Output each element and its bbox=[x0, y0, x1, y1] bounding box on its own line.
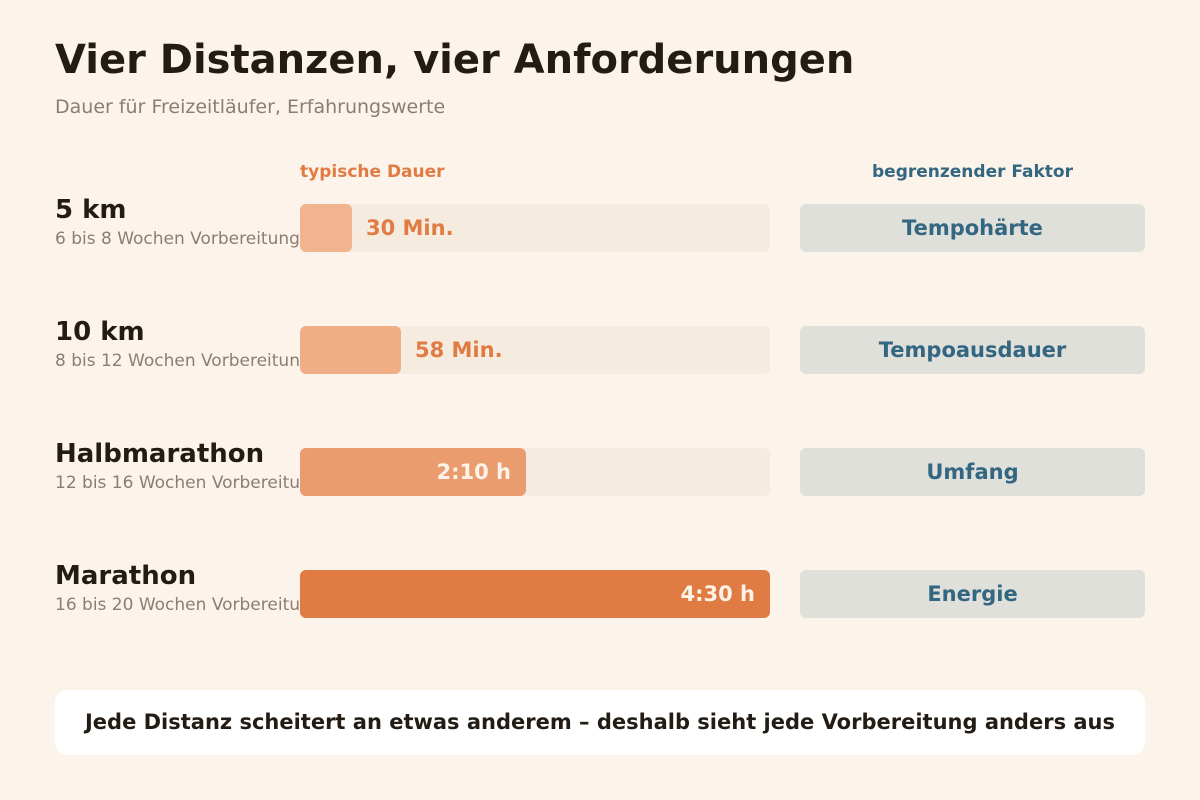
duration-track: 4:30 h bbox=[300, 570, 770, 618]
duration-track: 2:10 h bbox=[300, 448, 770, 496]
takeaway-banner: Jede Distanz scheitert an etwas anderem … bbox=[55, 690, 1145, 755]
distance-name: Halbmarathon bbox=[55, 439, 265, 469]
distance-row-10km: 10 km 8 bis 12 Wochen Vorbereitung 58 Mi… bbox=[0, 317, 1200, 396]
limiting-factor: Tempohärte bbox=[800, 204, 1145, 252]
duration-label: 2:10 h bbox=[436, 460, 512, 484]
duration-label: 58 Min. bbox=[415, 338, 503, 362]
distance-name: Marathon bbox=[55, 561, 197, 591]
duration-column-header: typische Dauer bbox=[300, 162, 445, 182]
distance-row-5km: 5 km 6 bis 8 Wochen Vorbereitung 30 Min.… bbox=[0, 195, 1200, 274]
factor-column-header: begrenzender Faktor bbox=[872, 162, 1073, 182]
duration-bar bbox=[300, 204, 352, 252]
duration-bar bbox=[300, 570, 770, 618]
limiting-factor: Umfang bbox=[800, 448, 1145, 496]
distance-preparation: 6 bis 8 Wochen Vorbereitung bbox=[55, 229, 300, 249]
duration-track: 58 Min. bbox=[300, 326, 770, 374]
distance-row-halbmarathon: Halbmarathon 12 bis 16 Wochen Vorbereitu… bbox=[0, 439, 1200, 518]
duration-label: 4:30 h bbox=[680, 582, 756, 606]
distance-name: 5 km bbox=[55, 195, 127, 225]
duration-label: 30 Min. bbox=[366, 216, 454, 240]
chart-title: Vier Distanzen, vier Anforderungen bbox=[55, 37, 855, 83]
duration-bar bbox=[300, 326, 401, 374]
distance-preparation: 16 bis 20 Wochen Vorbereitung bbox=[55, 595, 322, 615]
distance-row-marathon: Marathon 16 bis 20 Wochen Vorbereitung 4… bbox=[0, 561, 1200, 640]
duration-bar bbox=[300, 448, 526, 496]
distance-name: 10 km bbox=[55, 317, 145, 347]
chart-subtitle: Dauer für Freizeitläufer, Erfahrungswert… bbox=[55, 96, 446, 118]
distance-preparation: 8 bis 12 Wochen Vorbereitung bbox=[55, 351, 311, 371]
duration-track: 30 Min. bbox=[300, 204, 770, 252]
limiting-factor: Energie bbox=[800, 570, 1145, 618]
limiting-factor: Tempoausdauer bbox=[800, 326, 1145, 374]
distance-preparation: 12 bis 16 Wochen Vorbereitung bbox=[55, 473, 322, 493]
